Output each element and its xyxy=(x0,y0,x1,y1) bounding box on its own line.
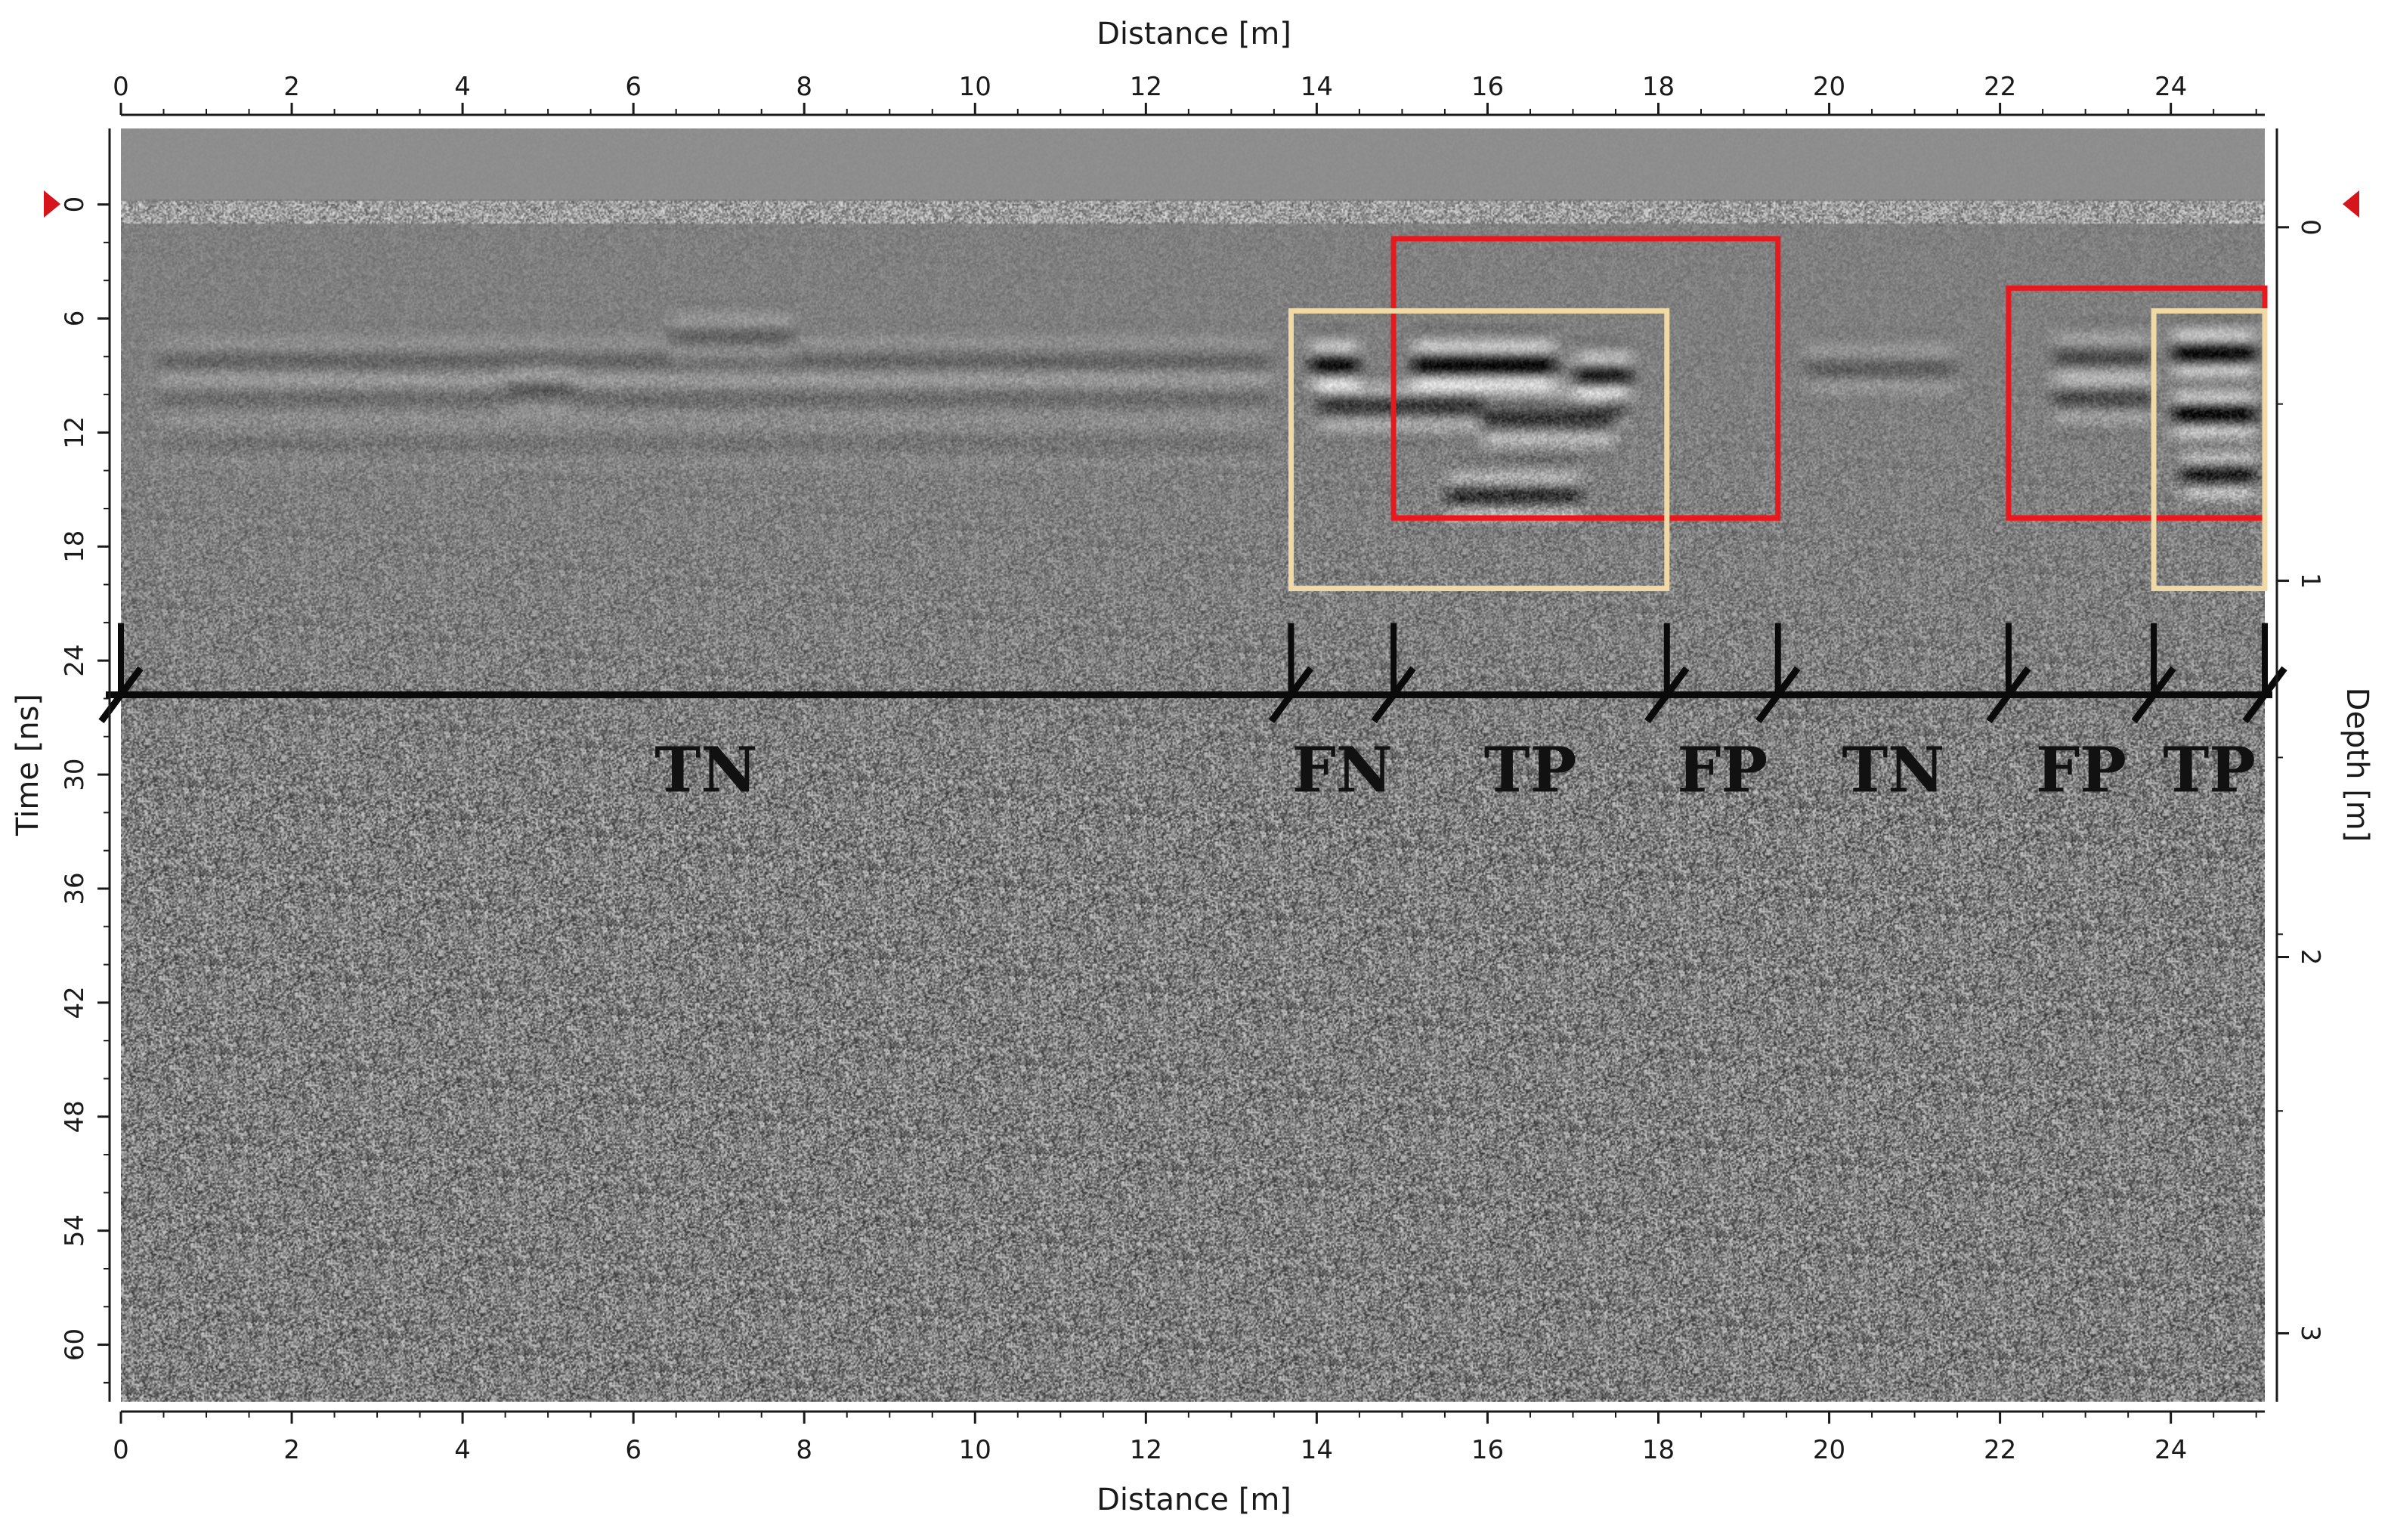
zone-label-0: TN xyxy=(654,734,757,806)
bottom-x-tick-label-0: 0 xyxy=(113,1435,129,1465)
top-x-tick-label-7: 14 xyxy=(1301,72,1333,102)
zone-break-mark-6 xyxy=(2131,666,2176,724)
bottom-x-tick-label-2: 4 xyxy=(454,1435,471,1465)
zone-label-2: TP xyxy=(1484,734,1577,806)
time-tick-label-7: 42 xyxy=(60,986,90,1019)
bottom-x-tick-label-8: 16 xyxy=(1471,1435,1504,1465)
time-tick-label-9: 54 xyxy=(60,1214,90,1247)
classification-zones: TN FN TP FP TN FP TP xyxy=(98,623,2287,806)
time-tick-label-6: 36 xyxy=(60,872,90,905)
time-tick-label-3: 18 xyxy=(60,530,90,563)
time-tick-label-5: 30 xyxy=(60,758,90,790)
bottom-x-tick-label-6: 12 xyxy=(1130,1435,1162,1465)
axes xyxy=(108,113,2278,1413)
time-tick-label-8: 48 xyxy=(60,1100,90,1133)
top-x-tick-label-10: 20 xyxy=(1813,72,1845,102)
zone-break-mark-5 xyxy=(1986,666,2031,724)
zone-label-1: FN xyxy=(1292,734,1393,806)
right-surface-marker-icon xyxy=(2343,190,2359,218)
bottom-x-tick-label-11: 22 xyxy=(1984,1435,2016,1465)
y2-axis-title: Depth [m] xyxy=(2340,688,2374,843)
time-tick-label-10: 60 xyxy=(60,1328,90,1361)
zone-label-6: TP xyxy=(2163,734,2256,806)
bottom-x-tick-label-1: 2 xyxy=(283,1435,300,1465)
zone-break-mark-3 xyxy=(1644,666,1690,724)
depth-tick-label-1: 1 xyxy=(2295,573,2325,589)
zone-label-5: FP xyxy=(2036,734,2127,806)
top-x-tick-label-8: 16 xyxy=(1471,72,1504,102)
depth-tick-label-2: 2 xyxy=(2295,949,2325,966)
time-tick-label-1: 6 xyxy=(60,311,90,327)
top-x-tick-label-2: 4 xyxy=(454,72,471,102)
zone-break-mark-4 xyxy=(1755,666,1801,724)
detection-boxes xyxy=(1288,236,2268,592)
top-x-tick-label-3: 6 xyxy=(625,72,642,102)
axis-ticks: 0022446688101012121414161618182020222224… xyxy=(60,72,2325,1465)
bottom-x-tick-label-9: 18 xyxy=(1642,1435,1675,1465)
predicted-box-0 xyxy=(1390,236,1781,521)
top-x-tick-label-12: 24 xyxy=(2154,72,2187,102)
zone-label-4: TN xyxy=(1842,734,1944,806)
top-x-tick-label-6: 12 xyxy=(1130,72,1162,102)
top-x-tick-label-4: 8 xyxy=(796,72,812,102)
ground-truth-box-2 xyxy=(1288,308,1670,592)
top-x-axis-title: Distance [m] xyxy=(1097,17,1291,51)
bottom-x-tick-label-3: 6 xyxy=(625,1435,642,1465)
zone-label-3: FP xyxy=(1677,734,1768,806)
zone-break-mark-0 xyxy=(98,666,144,724)
time-tick-label-0: 0 xyxy=(60,196,90,213)
top-x-tick-label-1: 2 xyxy=(283,72,300,102)
left-surface-marker-icon xyxy=(44,190,60,218)
ground-truth-box-3 xyxy=(2151,308,2268,592)
depth-tick-label-3: 3 xyxy=(2295,1325,2325,1342)
bottom-x-axis-title: Distance [m] xyxy=(1097,1483,1291,1517)
bottom-x-tick-label-5: 10 xyxy=(959,1435,991,1465)
zone-break-mark-1 xyxy=(1268,666,1314,724)
top-x-tick-label-0: 0 xyxy=(113,72,129,102)
top-x-tick-label-11: 22 xyxy=(1984,72,2016,102)
depth-tick-label-0: 0 xyxy=(2295,219,2325,236)
bottom-x-tick-label-10: 20 xyxy=(1813,1435,1845,1465)
radargram-image xyxy=(121,128,2265,1402)
bottom-x-tick-label-7: 14 xyxy=(1301,1435,1333,1465)
bottom-x-tick-label-4: 8 xyxy=(796,1435,812,1465)
bottom-x-tick-label-12: 24 xyxy=(2154,1435,2187,1465)
time-tick-label-2: 12 xyxy=(60,416,90,449)
zone-break-mark-2 xyxy=(1371,666,1416,724)
top-x-tick-label-5: 10 xyxy=(959,72,991,102)
time-tick-label-4: 24 xyxy=(60,645,90,677)
radargram-raster xyxy=(121,128,2265,1402)
y-axis-title: Time [ns] xyxy=(11,694,45,836)
top-x-tick-label-9: 18 xyxy=(1642,72,1675,102)
